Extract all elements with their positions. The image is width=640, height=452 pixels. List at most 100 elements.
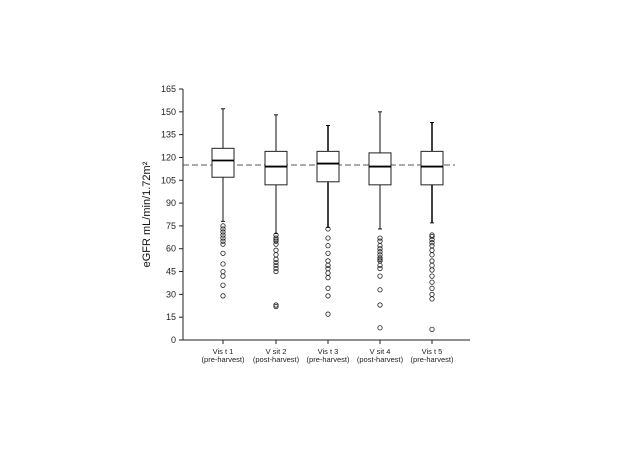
x-tick-label-line2: (post-harvest) [357, 355, 404, 364]
y-tick-label: 135 [161, 130, 176, 140]
box-group [420, 121, 444, 332]
outlier-point [273, 259, 279, 266]
y-tick-label: 60 [166, 244, 176, 254]
x-tick-label-line2: (pre-harvest) [307, 355, 350, 364]
outlier-point [377, 265, 383, 272]
box-group [211, 108, 235, 299]
y-axis-label: eGFR mL/min/1.72m² [141, 161, 153, 267]
outlier-point [220, 238, 226, 244]
boxes-group [211, 108, 444, 332]
outlier-point [429, 258, 435, 264]
outlier-point [220, 293, 226, 299]
outlier-point [220, 223, 226, 229]
y-tick-label: 15 [166, 312, 176, 322]
outlier-point [220, 229, 226, 235]
outlier-point [377, 238, 383, 244]
outlier-point [325, 270, 331, 276]
x-tick-label-line2: (pre-harvest) [202, 355, 245, 364]
outlier-point [325, 226, 331, 232]
x-tick-label-line1: V sit 4 [370, 347, 391, 356]
outlier-point [429, 240, 435, 246]
outlier-point [273, 303, 279, 310]
outlier-point [429, 262, 435, 269]
x-tick-label-line2: (pre-harvest) [411, 355, 454, 364]
outlier-point [273, 302, 279, 308]
y-tick-label: 165 [161, 84, 176, 94]
x-tick-label-line1: Vis t 3 [318, 347, 339, 356]
outlier-point [273, 268, 279, 275]
outlier-point [377, 273, 383, 279]
box-iqr [420, 150, 444, 186]
outlier-point [325, 262, 331, 269]
labels-group: eGFR mL/min/1.72m² [141, 161, 153, 267]
outlier-point [429, 233, 435, 240]
outlier-point [429, 279, 435, 285]
outlier-point [429, 267, 435, 273]
outlier-point [220, 268, 226, 275]
x-tick-label-line1: V sit 2 [266, 347, 287, 356]
outlier-point [377, 235, 383, 241]
outlier-point [377, 256, 383, 262]
outlier-point [325, 258, 331, 264]
y-tick-label: 90 [166, 198, 176, 208]
outlier-point [325, 265, 331, 272]
outlier-point [377, 255, 383, 261]
outlier-point [429, 247, 435, 253]
outlier-point [325, 285, 331, 291]
box-iqr [211, 147, 235, 178]
y-tick-label: 120 [161, 152, 176, 162]
outlier-point [273, 235, 279, 241]
outlier-point [220, 250, 226, 256]
outlier-point [377, 249, 383, 255]
outlier-point [325, 250, 331, 256]
y-tick-label: 75 [166, 221, 176, 231]
outlier-point [429, 243, 435, 249]
y-tick-label: 150 [161, 107, 176, 117]
outlier-point [377, 325, 383, 331]
outlier-point [220, 226, 226, 232]
outlier-point [220, 282, 226, 288]
x-tick-label-line1: Vis t 5 [422, 347, 443, 356]
y-tick-label: 105 [161, 175, 176, 185]
outlier-point [429, 252, 435, 258]
outlier-point [377, 246, 383, 252]
outlier-point [220, 241, 226, 247]
outlier-point [273, 247, 279, 253]
outlier-point [220, 261, 226, 267]
box-iqr [368, 152, 392, 186]
box-group [264, 114, 288, 310]
outlier-point [273, 262, 279, 269]
outlier-point [429, 296, 435, 302]
outlier-point [220, 273, 226, 279]
box-iqr [316, 150, 340, 183]
box-group [368, 111, 392, 331]
outlier-point [273, 256, 279, 262]
outlier-point [325, 275, 331, 281]
outlier-point [377, 302, 383, 308]
outlier-point [273, 238, 279, 244]
outlier-point [325, 293, 331, 299]
outlier-point [429, 273, 435, 279]
outlier-point [429, 285, 435, 291]
outlier-point [325, 243, 331, 249]
outlier-point [377, 287, 383, 293]
outlier-point [429, 237, 435, 243]
outlier-point [325, 235, 331, 241]
box-group [316, 125, 340, 317]
outlier-point [220, 235, 226, 241]
outlier-point [377, 262, 383, 269]
outlier-point [377, 243, 383, 249]
outlier-point [429, 326, 435, 332]
outlier-point [325, 311, 331, 317]
outlier-point [273, 252, 279, 258]
outlier-point [273, 265, 279, 272]
x-tick-label-line1: Vis t 1 [213, 347, 234, 356]
outlier-point [220, 232, 226, 238]
y-tick-label: 45 [166, 267, 176, 277]
outlier-point [429, 291, 435, 297]
outlier-point [273, 241, 279, 247]
y-tick-label: 0 [171, 335, 176, 345]
x-tick-label-line2: (post-harvest) [253, 355, 300, 364]
